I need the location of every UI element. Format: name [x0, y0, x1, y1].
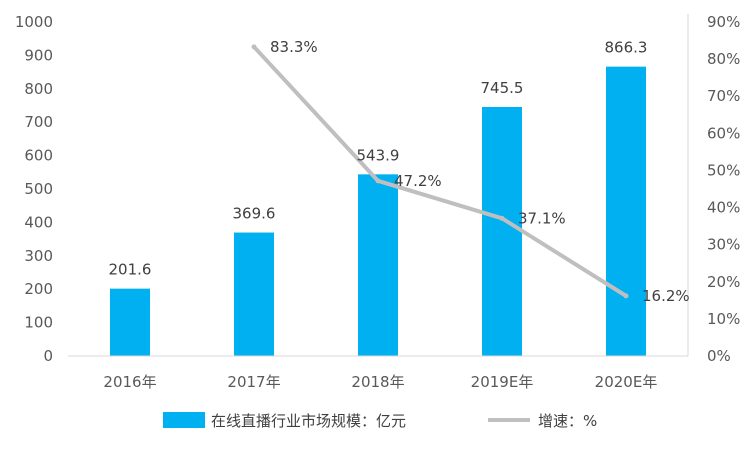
x-category-label: 2016年 — [103, 373, 156, 391]
bar — [606, 66, 646, 357]
bar-value-label: 745.5 — [481, 79, 524, 97]
line-value-label: 83.3% — [270, 38, 318, 56]
data-labels: 201.6 369.6 543.9 745.5 866.3 83.3% 47.2% 37.1%… — [109, 38, 690, 305]
line-value-label: 47.2% — [394, 172, 442, 190]
left-tick-label: 500 — [24, 180, 53, 198]
legend-bar-label: 在线直播行业市场规模：亿元 — [211, 412, 406, 430]
line-point — [375, 178, 381, 184]
right-tick-label: 10% — [707, 310, 740, 328]
left-tick-label: 900 — [24, 46, 53, 64]
right-tick-label: 60% — [707, 124, 740, 142]
legend: 在线直播行业市场规模：亿元 增速：% — [163, 412, 597, 430]
left-tick-label: 600 — [24, 147, 53, 165]
right-tick-label: 50% — [707, 161, 740, 179]
line-point — [623, 293, 629, 299]
right-tick-label: 0% — [707, 347, 731, 365]
left-tick-label: 400 — [24, 213, 53, 231]
right-tick-label: 40% — [707, 199, 740, 217]
line-value-label: 16.2% — [642, 287, 690, 305]
x-category-label: 2019E年 — [471, 373, 534, 391]
bar-value-label: 543.9 — [357, 146, 400, 164]
left-tick-label: 700 — [24, 113, 53, 131]
line-series — [251, 44, 629, 299]
growth-line — [252, 44, 628, 298]
x-category-label: 2018年 — [351, 373, 404, 391]
line-point — [499, 215, 505, 221]
right-tick-label: 30% — [707, 236, 740, 254]
legend-bar-swatch — [163, 412, 205, 428]
x-category-label: 2017年 — [227, 373, 280, 391]
left-tick-label: 100 — [24, 314, 53, 332]
right-y-axis: 0% 10% 20% 30% 40% 50% 60% 70% 80% 90% — [687, 13, 740, 365]
bar — [234, 232, 274, 356]
bar-value-label: 369.6 — [233, 205, 276, 223]
bar — [358, 174, 398, 356]
left-tick-label: 800 — [24, 80, 53, 98]
legend-line-label: 增速：% — [538, 412, 597, 430]
right-tick-label: 90% — [707, 13, 740, 31]
bar-series — [110, 66, 646, 357]
x-category-label: 2020E年 — [595, 373, 658, 391]
bar — [110, 288, 150, 356]
x-axis: 2016年 2017年 2018年 2019E年 2020E年 — [68, 355, 688, 391]
bar-value-label: 201.6 — [109, 261, 152, 279]
left-tick-label: 0 — [43, 347, 53, 365]
left-tick-label: 300 — [24, 247, 53, 265]
left-y-axis: 0 100 200 300 400 500 600 700 800 900 1000 — [15, 13, 53, 365]
line-value-label: 37.1% — [518, 209, 566, 227]
right-tick-label: 20% — [707, 273, 740, 291]
right-tick-label: 70% — [707, 87, 740, 105]
left-tick-label: 1000 — [15, 13, 53, 31]
bar — [482, 107, 522, 357]
line-point — [251, 44, 257, 50]
left-tick-label: 200 — [24, 280, 53, 298]
right-tick-label: 80% — [707, 50, 740, 68]
bar-value-label: 866.3 — [605, 39, 648, 57]
